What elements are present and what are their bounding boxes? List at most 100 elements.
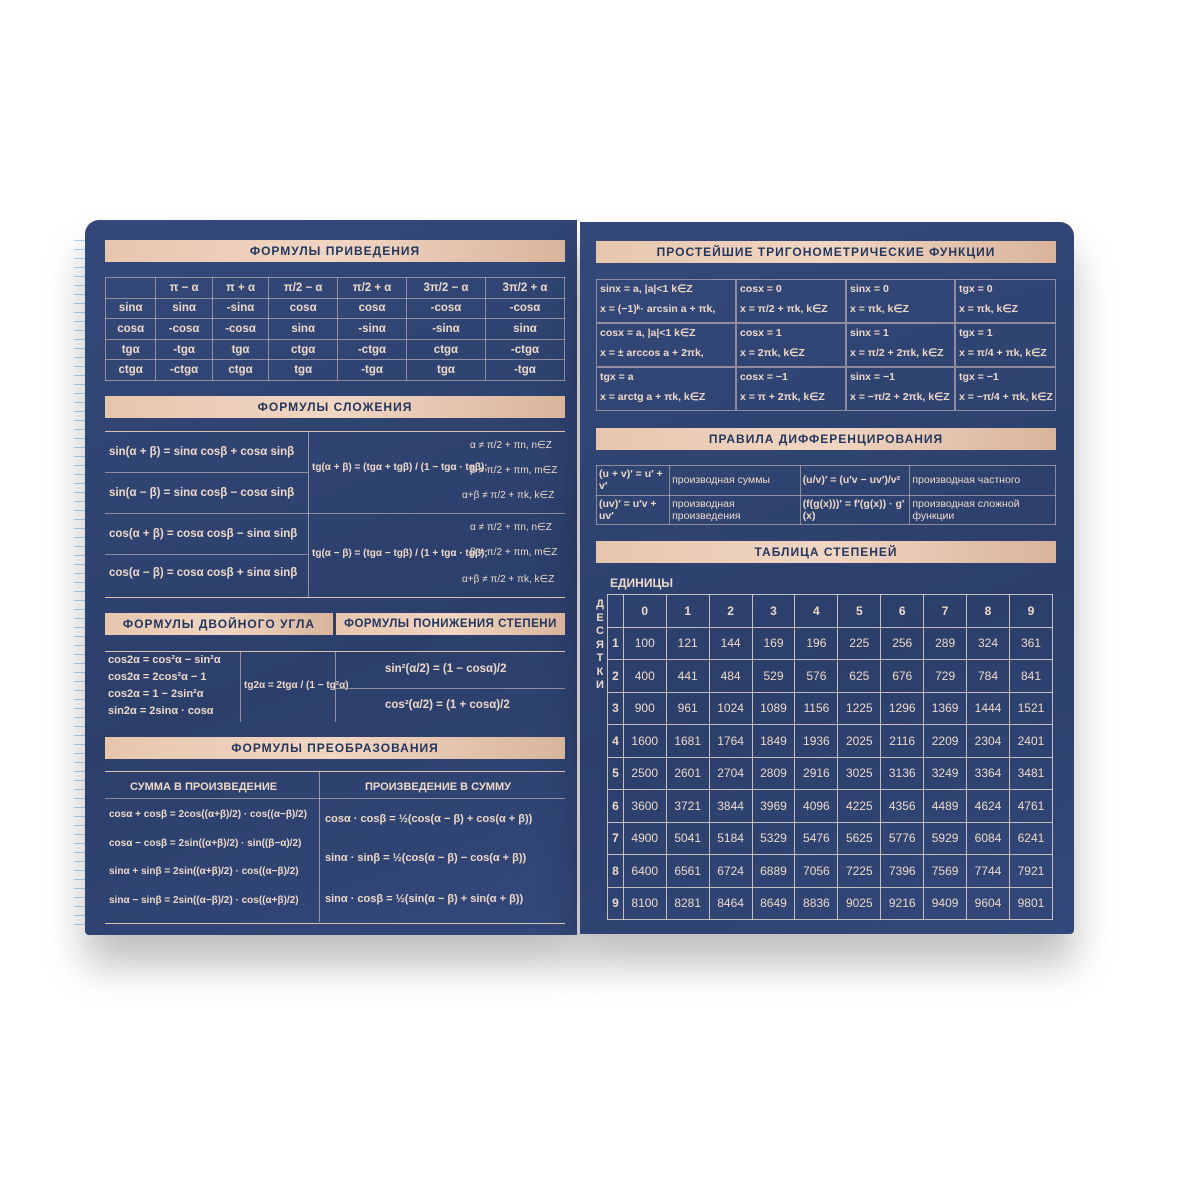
square-value: 676 [880,659,925,693]
square-value: 1444 [966,691,1010,725]
square-value: 484 [708,659,753,693]
square-value: 3600 [622,789,667,823]
square-value: 6241 [1008,821,1054,855]
units-label: ЕДИНИЦЫ [610,576,673,590]
square-value: 196 [794,626,839,660]
table-cell: sinα [484,318,566,340]
square-value: 7921 [1008,854,1054,888]
square-value: 5929 [923,821,968,855]
table-cell: tgα [104,338,157,361]
condition: α+β ≠ π/2 + πk, k∈Z [462,490,555,501]
diff-rules-table: (u + v)′ = u′ + v′ производная суммы (u/v)… [595,465,1056,525]
square-value: 7569 [923,854,968,888]
square-value: 1600 [622,724,667,758]
double-angle-title: ФОРМУЛЫ ДВОЙНОГО УГЛА [105,613,333,635]
table-cell: -cosα [405,297,486,320]
square-value: 5329 [751,821,796,855]
trig-equation-cell: tgx = 0 x = πk, k∈Z [955,279,1056,323]
square-value: 1764 [708,724,753,758]
tens-header: 2 [607,659,624,693]
trig-equation-cell: cosx = 1 x = 2πk, k∈Z [736,323,846,367]
square-value: 6724 [708,854,753,888]
sum-formula: sinα + sinβ = 2sin((α+β)/2) · cos((α−β)/… [109,866,299,877]
trig-equation-cell: sinx = 1 x = π/2 + 2πk, k∈Z [846,323,955,367]
square-value: 3721 [665,789,710,823]
table-cell: -sinα [211,297,270,320]
table-row: 3 900 961 1024 1089 1156 1225 1296 1369 1444 1521 [607,691,1054,725]
square-value: 841 [1008,659,1054,693]
rule-formula: (f(g(x)))′ = f′(g(x)) · g′(x) [799,494,911,525]
units-header: 5 [837,594,882,628]
square-value: 144 [708,626,753,660]
square-value: 5041 [665,821,710,855]
table-row: 7 4900 5041 5184 5329 5476 5625 5776 5929 6084 624… [607,821,1054,855]
table-cell: -sinα [337,318,407,340]
tens-label-letter: К [596,665,604,678]
table-row: (uv)′ = u′v + uv′ производная произведени… [595,494,1056,525]
tens-label-letter: Я [596,638,604,651]
square-value: 2601 [665,756,710,790]
trig-equation-cell: cosx = 0 x = π/2 + πk, k∈Z [736,279,846,323]
tens-label-letter: Е [596,611,604,624]
power-reduction-title: ФОРМУЛЫ ПОНИЖЕНИЯ СТЕПЕНИ [336,613,565,635]
double-angle-formula: cos2α = 2cos²α − 1 [108,671,207,683]
square-value: 784 [966,659,1010,693]
square-value: 8464 [708,886,753,920]
column-header: 3π/2 − α [405,277,486,299]
column-header [104,277,157,299]
rule-description: производная сложной функции [909,494,1056,525]
table-cell: ctgα [268,338,339,361]
equation: cosx = 0 [740,283,782,295]
square-value: 2401 [1008,724,1054,758]
addition-formula: cos(α + β) = cosα cosβ − sinα sinβ [109,528,298,540]
square-value: 3844 [708,789,753,823]
square-value: 8100 [622,886,667,920]
tens-label-letter: Т [596,652,604,664]
sum-to-product-header: СУММА В ПРОИЗВЕДЕНИЕ [130,781,278,793]
table-cell: -cosα [484,297,566,320]
square-value: 4356 [880,789,925,823]
sum-formula: cosα + cosβ = 2cos((α+β)/2) · cos((α−β)/… [109,809,307,820]
square-value: 169 [751,626,796,660]
product-to-sum-header: ПРОИЗВЕДЕНИЕ В СУММУ [365,781,511,793]
trig-equation-cell: cosx = −1 x = π + 2πk, k∈Z [736,367,846,411]
square-value: 9216 [880,886,925,920]
double-angle-formula: cos2α = cos²α − sin²α [108,654,221,666]
condition: α+β ≠ π/2 + πk, k∈Z [462,574,555,585]
equation: tgx = −1 [959,371,999,383]
table-cell: -tgα [155,338,213,361]
square-value: 625 [837,659,882,693]
table-cell: -cosα [155,318,213,340]
equation: sinx = 0 [850,283,889,295]
addition-formula: cos(α − β) = cosα cosβ + sinα sinβ [109,567,298,579]
product-formula: sinα · cosβ = ½(sin(α − β) + sin(α + β)) [325,893,524,905]
equation: sinx = −1 [850,371,895,383]
square-value: 3969 [751,789,796,823]
power-reduction-formula: cos²(α/2) = (1 + cosα)/2 [385,699,510,711]
square-value: 7744 [966,854,1010,888]
rule-description: производная суммы [669,465,801,496]
square-value: 256 [880,626,925,660]
square-value: 6084 [966,821,1010,855]
solution: x = (−1)ᵏ· arcsin a + πk, [600,303,716,315]
table-cell: -tgα [337,359,407,381]
square-value: 1849 [751,724,796,758]
double-angle-formula: cos2α = 1 − 2sin²α [108,688,204,700]
trig-equation-cell: tgx = 1 x = π/4 + πk, k∈Z [955,323,1056,367]
tens-header: 8 [607,854,624,888]
solution: x = −π/4 + πk, k∈Z [959,391,1053,403]
units-header: 2 [708,594,753,628]
addition-formula: sin(α − β) = sinα cosβ − cosα sinβ [109,487,295,499]
addition-formula: sin(α + β) = sinα cosβ + cosα sinβ [109,446,295,458]
square-value: 6400 [622,854,667,888]
table-cell: sinα [104,297,157,320]
tens-header: 9 [607,886,624,920]
tens-header: 4 [607,724,624,758]
table-row: 4 1600 1681 1764 1849 1936 2025 2116 2209 2304 240… [607,724,1054,758]
units-header: 1 [665,594,710,628]
square-value: 4096 [794,789,839,823]
square-value: 9409 [923,886,968,920]
condition: α ≠ π/2 + πn, n∈Z [470,522,552,533]
table-cell: -tgα [484,359,566,381]
